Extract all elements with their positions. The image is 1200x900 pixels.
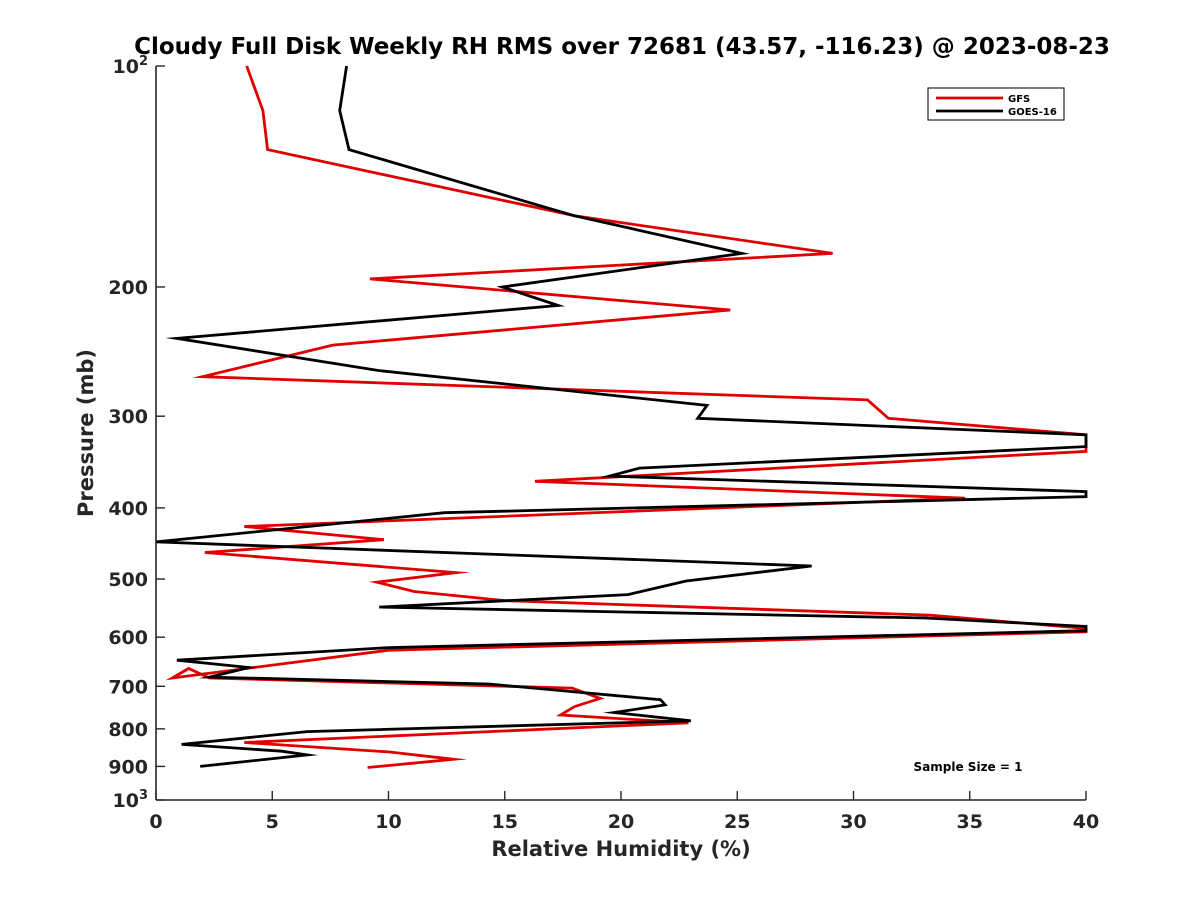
x-tick-label: 25	[724, 811, 750, 833]
y-tick-label: 800	[108, 719, 148, 741]
y-tick-label: 700	[108, 676, 148, 698]
x-tick-label: 0	[149, 811, 162, 833]
x-tick-label: 40	[1073, 811, 1099, 833]
y-tick-label: 600	[108, 627, 148, 649]
series-line-gfs	[165, 65, 1088, 769]
y-tick-label: 102	[113, 54, 149, 78]
y-tick-label: 103	[113, 788, 149, 812]
sample-size-annotation: Sample Size = 1	[914, 760, 1023, 774]
legend-box	[927, 87, 1065, 121]
y-tick-label: 900	[108, 756, 148, 778]
series-line-goes-16	[155, 65, 1088, 768]
y-tick-label: 200	[108, 277, 148, 299]
y-tick-label: 500	[108, 569, 148, 591]
x-axis-label: Relative Humidity (%)	[491, 837, 750, 861]
y-tick-label: 300	[108, 406, 148, 428]
legend-entry: GOES-16	[1008, 107, 1057, 118]
chart-title: Cloudy Full Disk Weekly RH RMS over 7268…	[134, 34, 1110, 60]
y-axis-label: Pressure (mb)	[74, 349, 98, 517]
legend-entry: GFS	[1008, 94, 1030, 105]
axes-layer: 0 5 10 15 20 25 30 35 40 102 200 300 400 500 600 700 800…	[108, 54, 1099, 833]
x-tick-label: 30	[840, 811, 866, 833]
x-tick-label: 20	[608, 811, 634, 833]
x-tick-label: 10	[375, 811, 401, 833]
series-layer	[155, 65, 1088, 769]
legend: GFS GOES-16	[927, 87, 1065, 121]
x-tick-label: 15	[492, 811, 518, 833]
y-tick-label: 400	[108, 498, 148, 520]
x-tick-label: 35	[957, 811, 983, 833]
x-tick-label: 5	[266, 811, 279, 833]
